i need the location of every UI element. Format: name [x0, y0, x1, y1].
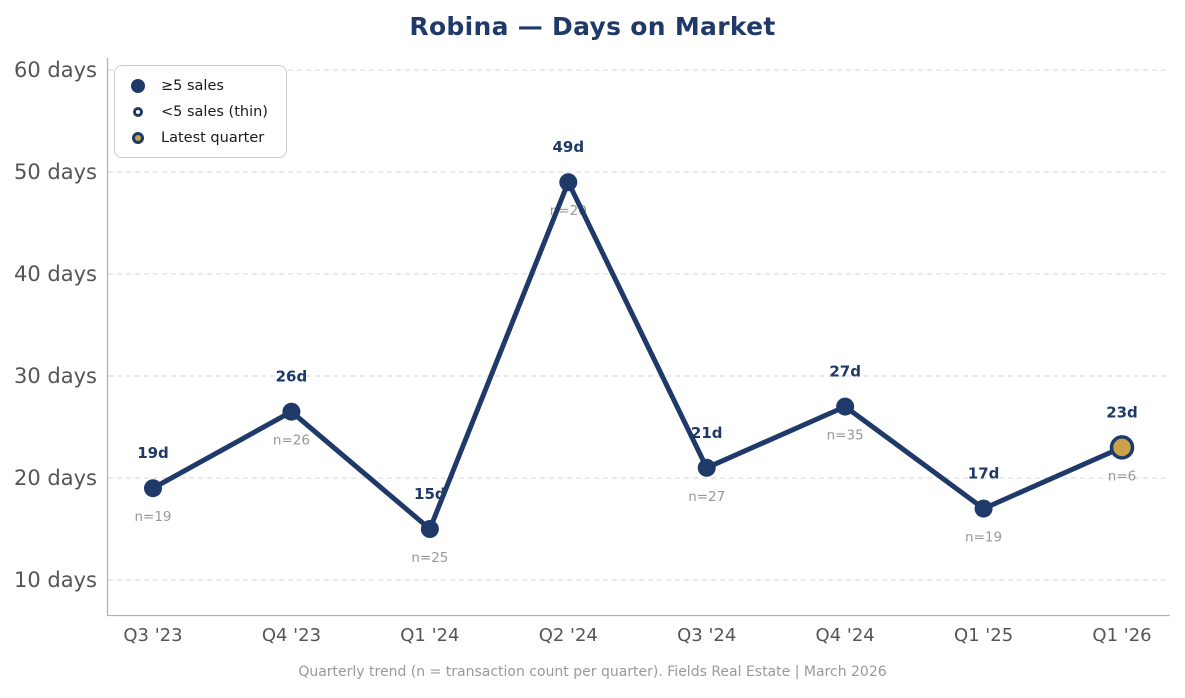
x-axis-tick-label: Q4 '24: [816, 625, 875, 646]
point-value-label: 17d: [968, 465, 1000, 483]
chart-footer-caption: Quarterly trend (n = transaction count p…: [298, 664, 887, 680]
point-value-label: 49d: [552, 138, 584, 156]
point-value-label: 27d: [829, 363, 861, 381]
point-n-label: n=6: [1108, 468, 1136, 484]
open-circle-icon: [133, 106, 143, 117]
filled-dot-icon: [131, 78, 145, 93]
point-n-label: n=19: [965, 530, 1002, 546]
gold-dot-icon: [132, 131, 144, 144]
point-n-label: n=35: [827, 428, 864, 444]
x-axis-tick-label: Q3 '23: [123, 625, 182, 646]
chart-legend: ≥5 sales <5 sales (thin) Latest quarter: [114, 65, 287, 158]
point-value-label: 26d: [276, 368, 308, 386]
data-point-marker: [836, 397, 855, 416]
y-axis-tick-label: 10 days: [14, 568, 97, 592]
legend-item-latest-quarter: Latest quarter: [127, 127, 268, 148]
legend-item-lt5-sales: <5 sales (thin): [127, 101, 268, 122]
y-axis-tick-label: 40 days: [14, 262, 97, 286]
point-value-label: 21d: [691, 424, 723, 442]
legend-label: ≥5 sales: [161, 77, 224, 94]
point-value-label: 15d: [414, 485, 446, 503]
data-point-marker: [974, 499, 993, 518]
data-point-marker-latest: [1109, 435, 1135, 460]
x-axis-tick-label: Q1 '26: [1092, 625, 1151, 646]
point-value-label: 23d: [1106, 403, 1138, 421]
x-axis-tick-label: Q3 '24: [677, 625, 736, 646]
y-axis-tick-label: 20 days: [14, 466, 97, 490]
point-n-label: n=27: [688, 489, 725, 505]
point-n-label: n=25: [411, 550, 448, 566]
legend-item-ge5-sales: ≥5 sales: [127, 75, 268, 96]
data-point-marker: [559, 173, 578, 192]
data-point-marker: [144, 479, 162, 498]
data-point-marker: [420, 520, 439, 538]
data-point-marker: [282, 402, 301, 421]
legend-label: Latest quarter: [161, 129, 265, 146]
point-value-label: 19d: [137, 444, 169, 462]
x-axis-tick-label: Q2 '24: [539, 625, 598, 646]
y-axis-tick-label: 60 days: [14, 58, 97, 82]
point-n-label: n=19: [134, 509, 171, 525]
point-n-label: n=26: [273, 433, 310, 449]
x-axis-tick-label: Q1 '24: [400, 625, 459, 646]
y-axis-tick-label: 30 days: [14, 364, 97, 388]
trend-line: [150, 179, 1125, 532]
y-axis-tick-label: 50 days: [14, 160, 97, 184]
data-point-marker: [697, 458, 716, 477]
x-axis-tick-label: Q4 '23: [262, 625, 321, 646]
legend-label: <5 sales (thin): [161, 103, 268, 120]
chart-title: Robina — Days on Market: [409, 12, 776, 41]
x-axis-tick-label: Q1 '25: [954, 625, 1013, 646]
